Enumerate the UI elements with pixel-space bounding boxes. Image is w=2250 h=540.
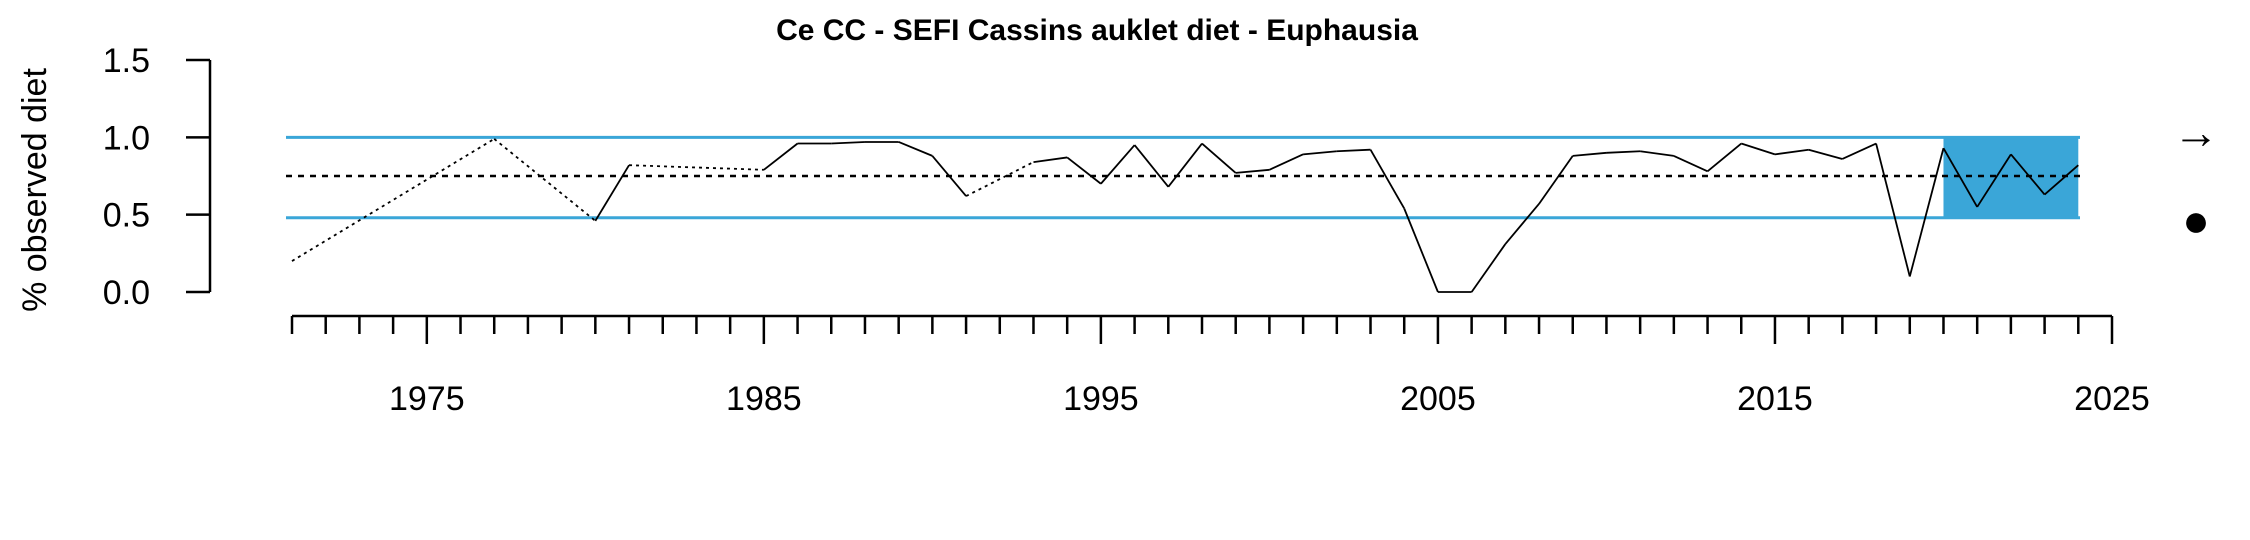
series-segment: [1269, 153, 1304, 171]
series-segment: [1504, 203, 1540, 245]
x-tick-label: 2015: [1737, 380, 1813, 418]
series-segment: [594, 164, 630, 222]
mean-dot-icon: ●: [2182, 194, 2210, 246]
series-segment: [1942, 147, 1978, 208]
series-gap-segment: [965, 161, 1034, 197]
series-segment: [1673, 155, 1708, 173]
series-segment: [1740, 142, 1776, 156]
x-tick-label: 2025: [2074, 380, 2150, 418]
mean-band: [286, 135, 2080, 220]
series-segment: [931, 155, 967, 197]
series-segment: [1808, 148, 1843, 160]
series-segment: [2010, 153, 2046, 196]
series-segment: [1133, 144, 1169, 188]
x-tick-label: 1985: [726, 380, 802, 418]
y-tick-label: 0.0: [103, 274, 150, 312]
series-segment: [831, 141, 866, 145]
series-gap-segment: [291, 138, 495, 262]
series-segment: [1066, 156, 1102, 185]
series-segment: [1606, 150, 1641, 154]
y-tick-label: 1.5: [103, 42, 150, 80]
series-segment: [1369, 149, 1406, 209]
x-tick-label: 2005: [1400, 380, 1476, 418]
series-segment: [898, 141, 933, 157]
series-segment: [1572, 151, 1607, 157]
series-segment: [1875, 143, 1911, 277]
x-axis: 1975 1985 1995 2005 2015 2025: [290, 314, 2150, 418]
series-segment: [1235, 168, 1270, 174]
y-tick-label: 1.0: [103, 119, 150, 157]
y-tick-label: 0.5: [103, 197, 150, 235]
series-segment: [1706, 142, 1742, 173]
chart-title: Ce CC - SEFI Cassins auklet diet - Eupha…: [776, 14, 1418, 47]
series-gap-segment: [629, 164, 764, 171]
series-segment: [1033, 156, 1068, 163]
series-segment: [1100, 144, 1136, 185]
series-segment: [1336, 148, 1371, 153]
series-segment: [1908, 147, 1945, 277]
y-axis: 0.0 0.5 1.0 1.5: [103, 42, 212, 312]
series-segment: [1976, 153, 2012, 208]
series-segment: [1470, 243, 1507, 293]
trend-arrow-icon: →: [2173, 106, 2219, 158]
series-segment: [1201, 142, 1237, 174]
series-segment: [1774, 148, 1809, 156]
series-segment: [1403, 208, 1439, 293]
series-segment: [763, 142, 799, 171]
series-segment: [1538, 155, 1574, 205]
x-tick-label: 1995: [1063, 380, 1139, 418]
recent-window-fill: [1943, 137, 2079, 218]
y-axis-label: % observed diet: [16, 68, 54, 312]
series-segment: [1640, 150, 1674, 157]
series-gap-segment: [493, 138, 596, 222]
series-segment: [1303, 150, 1337, 156]
series-lines: [291, 138, 2079, 293]
series-segment: [1841, 142, 1877, 160]
series-segment: [1167, 142, 1203, 188]
x-tick-label: 1975: [389, 380, 465, 418]
series-segment: [2044, 164, 2079, 196]
